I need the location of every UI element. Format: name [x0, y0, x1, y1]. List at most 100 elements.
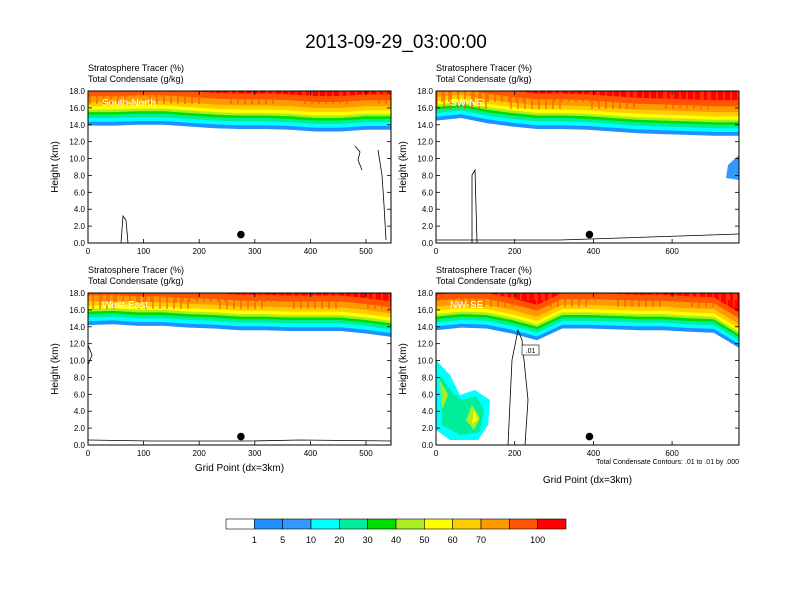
- y-tick-label: 4.0: [422, 205, 434, 214]
- y-tick-label: 12.0: [69, 340, 85, 349]
- x-tick-label: 100: [137, 449, 151, 458]
- y-tick-label: 16.0: [417, 306, 433, 315]
- x-tick-label: 400: [304, 449, 318, 458]
- colorbar: 1 5 10 20 30 40 50 60 70 100: [225, 518, 567, 545]
- x-tick-label: 200: [193, 247, 207, 256]
- condensate-contour: [507, 328, 529, 445]
- x-tick-label: 600: [665, 247, 679, 256]
- x-tick-label: 400: [587, 449, 601, 458]
- x-tick-label: 0: [434, 247, 439, 256]
- y-tick-label: 14.0: [417, 323, 433, 332]
- x-tick-label: 300: [248, 449, 262, 458]
- y-tick-label: 8.0: [422, 171, 434, 180]
- panel-west-east: Stratosphere Tracer (%)Total Condensate …: [50, 265, 392, 474]
- y-tick-label: 2.0: [422, 424, 434, 433]
- panel-title-line2: Total Condensate (g/kg): [436, 74, 532, 84]
- y-tick-label: 10.0: [417, 357, 433, 366]
- y-axis-label: Height (km): [50, 343, 61, 395]
- page-title: 2013-09-29_03:00:00: [305, 32, 487, 53]
- x-tick-label: 0: [434, 449, 439, 458]
- x-tick-label: 300: [248, 247, 262, 256]
- colorbar-label: 30: [363, 535, 373, 545]
- y-tick-label: 0.0: [74, 239, 86, 248]
- y-tick-label: 8.0: [422, 373, 434, 382]
- y-tick-label: 6.0: [422, 390, 434, 399]
- colorbar-swatch: [480, 518, 510, 530]
- y-tick-label: 12.0: [417, 340, 433, 349]
- y-tick-label: 12.0: [69, 138, 85, 147]
- x-tick-label: 0: [86, 247, 91, 256]
- condensate-blob: [726, 155, 739, 180]
- location-marker: [585, 432, 594, 441]
- colorbar-label: 40: [391, 535, 401, 545]
- panel-sw-ne: Stratosphere Tracer (%)Total Condensate …: [398, 63, 740, 256]
- y-axis-label: Height (km): [398, 141, 409, 193]
- contour-note: Total Condensate Contours: .01 to .01 by…: [596, 459, 739, 466]
- y-tick-label: 8.0: [74, 171, 86, 180]
- y-tick-label: 8.0: [74, 373, 86, 382]
- y-tick-label: 2.0: [74, 424, 86, 433]
- y-tick-label: 6.0: [74, 390, 86, 399]
- colorbar-label: 1: [252, 535, 257, 545]
- location-marker: [237, 432, 245, 441]
- panel-nw-se: Stratosphere Tracer (%)Total Condensate …: [398, 265, 740, 486]
- y-tick-label: 14.0: [69, 121, 85, 130]
- panel-name: SW-NE: [450, 98, 483, 109]
- panel-name: South-North: [102, 98, 156, 109]
- colorbar-swatch: [225, 518, 255, 530]
- colorbar-label: 60: [448, 535, 458, 545]
- x-tick-label: 100: [137, 247, 151, 256]
- x-tick-label: 500: [359, 247, 373, 256]
- y-tick-label: 10.0: [417, 155, 433, 164]
- panel-title-line1: Stratosphere Tracer (%): [88, 265, 184, 275]
- colorbar-swatch: [395, 518, 425, 530]
- x-tick-label: 400: [587, 247, 601, 256]
- y-tick-label: 18.0: [417, 289, 433, 298]
- panel-title-line1: Stratosphere Tracer (%): [436, 265, 532, 275]
- panel-title-line2: Total Condensate (g/kg): [436, 276, 532, 286]
- x-tick-label: 500: [359, 449, 373, 458]
- plot-frame: [87, 90, 392, 244]
- colorbar-swatch: [537, 518, 567, 530]
- y-tick-label: 12.0: [417, 138, 433, 147]
- x-tick-label: 600: [665, 449, 679, 458]
- y-tick-label: 18.0: [417, 87, 433, 96]
- y-axis-label: Height (km): [398, 343, 409, 395]
- x-tick-label: 200: [508, 449, 522, 458]
- colorbar-label: 20: [334, 535, 344, 545]
- colorbar-swatch: [452, 518, 482, 530]
- y-tick-label: 14.0: [69, 323, 85, 332]
- y-tick-label: 0.0: [74, 441, 86, 450]
- y-tick-label: 16.0: [417, 104, 433, 113]
- panel-name: West-East: [102, 300, 148, 311]
- y-axis-label: Height (km): [50, 141, 61, 193]
- y-tick-label: 4.0: [422, 407, 434, 416]
- y-tick-label: 2.0: [74, 222, 86, 231]
- colorbar-swatch: [339, 518, 368, 530]
- panel-title-line2: Total Condensate (g/kg): [88, 74, 184, 84]
- x-tick-label: 200: [193, 449, 207, 458]
- colorbar-label: 100: [530, 535, 545, 545]
- colorbar-swatch: [310, 518, 340, 530]
- x-axis-label: Grid Point (dx=3km): [195, 463, 284, 474]
- y-tick-label: 18.0: [69, 87, 85, 96]
- plot-frame: [435, 292, 740, 446]
- y-tick-label: 16.0: [69, 104, 85, 113]
- x-tick-label: 200: [508, 247, 522, 256]
- x-tick-label: 0: [86, 449, 91, 458]
- panel-south-north: Stratosphere Tracer (%)Total Condensate …: [50, 63, 392, 256]
- plot-frame: [87, 292, 392, 446]
- panel-title-line1: Stratosphere Tracer (%): [88, 63, 184, 73]
- colorbar-swatch: [424, 518, 453, 530]
- y-tick-label: 10.0: [69, 155, 85, 164]
- y-tick-label: 14.0: [417, 121, 433, 130]
- y-tick-label: 0.0: [422, 239, 434, 248]
- x-tick-label: 400: [304, 247, 318, 256]
- y-tick-label: 2.0: [422, 222, 434, 231]
- panel-title-line2: Total Condensate (g/kg): [88, 276, 184, 286]
- colorbar-label: 10: [306, 535, 316, 545]
- y-tick-label: 0.0: [422, 441, 434, 450]
- colorbar-label: 50: [419, 535, 429, 545]
- panel-title-line1: Stratosphere Tracer (%): [436, 63, 532, 73]
